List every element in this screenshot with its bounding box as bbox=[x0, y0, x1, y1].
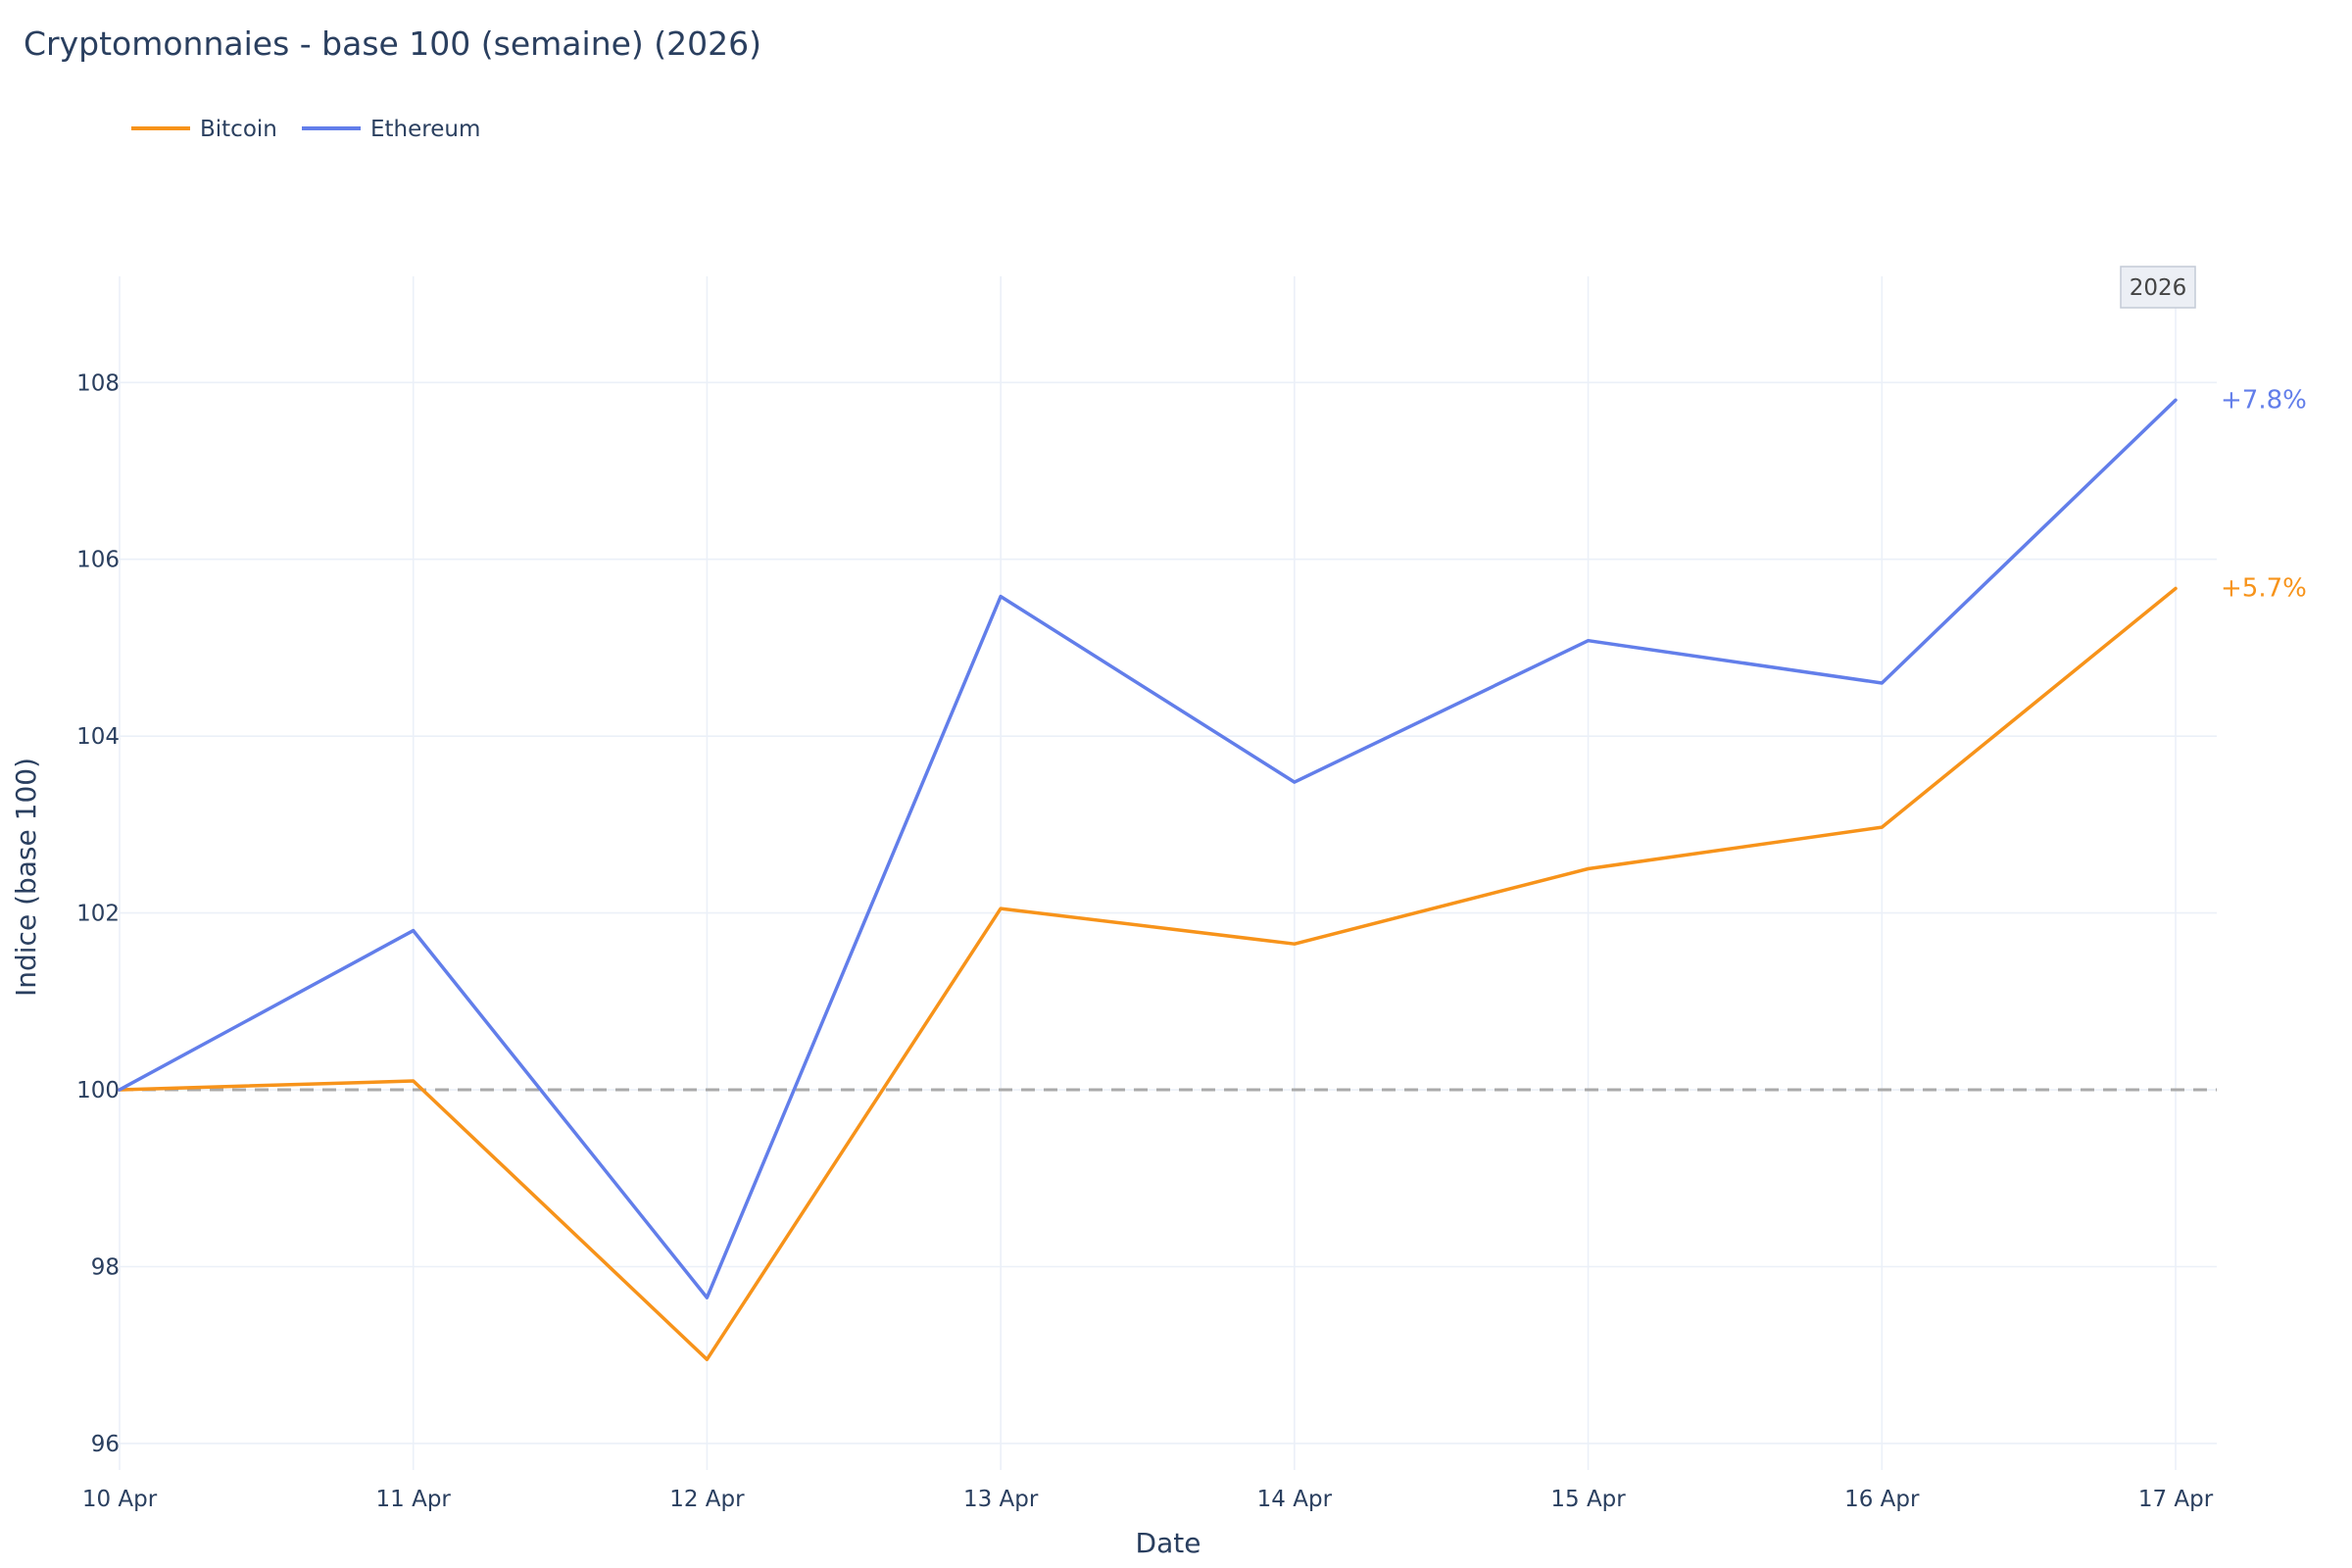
legend-label-ethereum: Ethereum bbox=[370, 117, 480, 142]
x-tick-label-14-apr: 14 Apr bbox=[1257, 1487, 1333, 1512]
y-tick-label-102: 102 bbox=[76, 902, 120, 927]
x-tick-label-12-apr: 12 Apr bbox=[669, 1487, 745, 1512]
series-line-ethereum bbox=[118, 398, 2178, 1299]
x-axis-title: Date bbox=[1136, 1527, 1201, 1559]
y-axis-title: Indice (base 100) bbox=[10, 758, 42, 997]
x-tick-label-17-apr: 17 Apr bbox=[2138, 1487, 2214, 1512]
y-tick-label-108: 108 bbox=[76, 370, 120, 396]
end-label-ethereum: +7.8% bbox=[2221, 385, 2307, 415]
y-tick-label-96: 96 bbox=[91, 1432, 120, 1457]
x-tick-label-13-apr: 13 Apr bbox=[963, 1487, 1039, 1512]
year-badge: 2026 bbox=[2120, 266, 2196, 309]
x-tick-label-11-apr: 11 Apr bbox=[376, 1487, 452, 1512]
year-badge-box bbox=[2120, 266, 2196, 309]
series-line-bitcoin bbox=[118, 586, 2178, 1361]
y-tick-label-106: 106 bbox=[76, 548, 120, 573]
chart-title: Cryptomonnaies - base 100 (semaine) (202… bbox=[24, 24, 761, 63]
legend-item-ethereum[interactable]: Ethereum bbox=[302, 117, 480, 142]
legend-item-bitcoin[interactable]: Bitcoin bbox=[131, 117, 277, 142]
x-tick-label-10-apr: 10 Apr bbox=[82, 1487, 158, 1512]
year-badge-label: 2026 bbox=[2130, 275, 2187, 301]
end-label-bitcoin: +5.7% bbox=[2221, 573, 2307, 603]
series-lines bbox=[118, 398, 2178, 1361]
x-gridlines bbox=[119, 276, 2177, 1470]
x-tick-label-15-apr: 15 Apr bbox=[1550, 1487, 1626, 1512]
legend: Bitcoin Ethereum bbox=[131, 117, 480, 142]
end-labels: +5.7% +7.8% bbox=[2221, 385, 2307, 603]
y-tick-label-100: 100 bbox=[76, 1078, 120, 1103]
legend-label-bitcoin: Bitcoin bbox=[200, 117, 277, 142]
y-tick-label-98: 98 bbox=[91, 1254, 120, 1280]
y-tick-label-104: 104 bbox=[76, 724, 120, 750]
x-tick-label-16-apr: 16 Apr bbox=[1844, 1487, 1920, 1512]
y-tick-labels: 96 98 100 102 104 106 108 bbox=[76, 370, 120, 1457]
x-tick-labels: 10 Apr 11 Apr 12 Apr 13 Apr 14 Apr 15 Apr 16 A… bbox=[82, 1487, 2214, 1512]
